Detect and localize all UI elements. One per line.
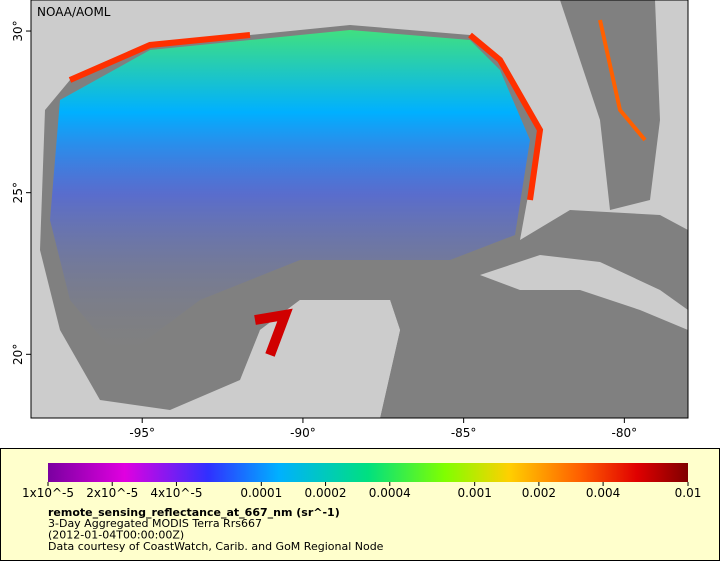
credit: NOAA/AOML — [37, 5, 111, 19]
colorbar-tick-label: 1x10^-5 — [22, 486, 74, 500]
coast-color — [68, 32, 544, 201]
x-tick-label: -95° — [129, 426, 155, 440]
coast-color — [254, 308, 293, 357]
legend-line: 3-Day Aggregated MODIS Terra Rrs667 — [48, 517, 262, 530]
colorbar-tick-label: 0.0001 — [240, 486, 282, 500]
map-area: NOAA/AOML — [30, 0, 689, 419]
legend-line: Data courtesy of CoastWatch, Carib. and … — [48, 540, 384, 553]
colorbar-tick-label: 0.01 — [675, 486, 702, 500]
x-tick-label: -90° — [290, 426, 316, 440]
colorbar-tick-label: 0.0002 — [305, 486, 347, 500]
colorbar — [48, 463, 688, 482]
colorbar-tick-label: 2x10^-5 — [86, 486, 138, 500]
x-tick-label: -80° — [612, 426, 638, 440]
colorbar-tick-label: 0.0004 — [369, 486, 411, 500]
colorbar-tick-label: 0.001 — [457, 486, 491, 500]
map-frame — [30, 0, 689, 419]
sea-color — [50, 30, 530, 360]
y-tick-label: 20° — [11, 344, 25, 365]
colorbar-tick-label: 0.004 — [586, 486, 620, 500]
legend-title: remote_sensing_reflectance_at_667_nm (sr… — [48, 506, 340, 519]
x-tick-label: -85° — [451, 426, 477, 440]
ocean-east — [560, 0, 660, 210]
coast-color — [598, 19, 647, 142]
legend-line: (2012-01-04T00:00:00Z) — [48, 529, 184, 542]
y-tick-label: 25° — [11, 182, 25, 203]
cuba — [480, 255, 688, 330]
colorbar-tick-label: 4x10^-5 — [150, 486, 202, 500]
y-tick-label: 30° — [11, 20, 25, 41]
colorbar-tick-label: 0.002 — [522, 486, 556, 500]
